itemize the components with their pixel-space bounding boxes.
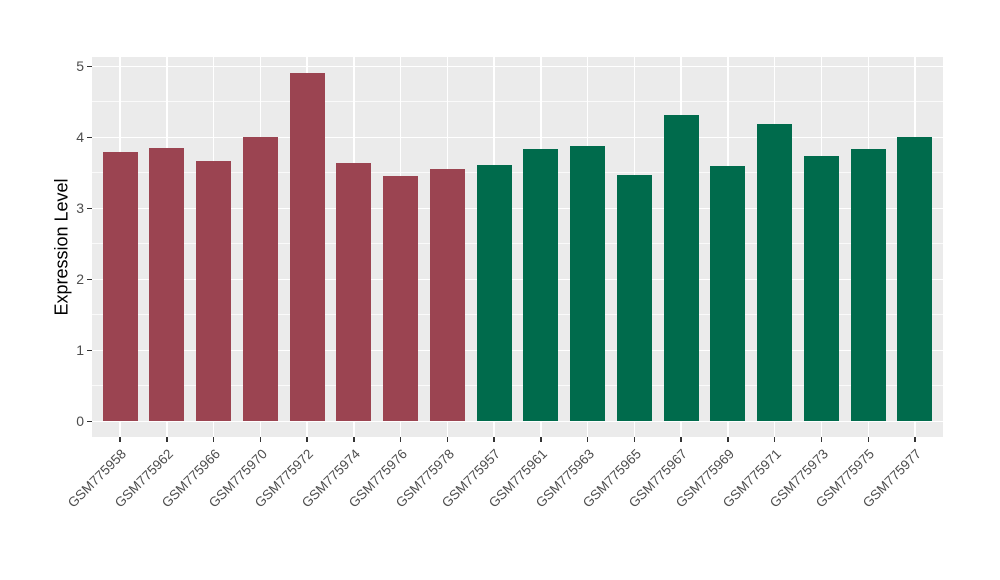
bar-GSM775977 <box>897 137 933 422</box>
bar-GSM775970 <box>242 136 278 422</box>
bar-GSM775973 <box>803 155 839 422</box>
bar-GSM775967 <box>663 115 699 422</box>
y-tick-mark-5 <box>87 65 92 67</box>
bar-GSM775974 <box>336 162 372 422</box>
bar-GSM775966 <box>196 160 232 422</box>
bar-GSM775958 <box>102 151 138 422</box>
x-tick-mark <box>540 437 542 442</box>
minor-gridline-y0.5 <box>92 385 943 387</box>
y-tick-label-5: 5 <box>76 58 84 75</box>
bar-GSM775961 <box>523 149 559 422</box>
x-tick-mark <box>727 437 729 442</box>
minor-gridline-y2.5 <box>92 243 943 245</box>
x-tick-mark <box>119 437 121 442</box>
bar-GSM775963 <box>570 145 606 422</box>
y-axis-title: Expression Level <box>51 178 72 316</box>
y-tick-label-4: 4 <box>76 129 84 146</box>
y-tick-mark-4 <box>87 136 92 138</box>
x-tick-mark <box>446 437 449 442</box>
x-tick-mark <box>166 437 168 442</box>
x-tick-mark <box>633 437 636 442</box>
bar-GSM775975 <box>850 149 886 422</box>
bar-GSM775978 <box>429 168 465 422</box>
bar-GSM775957 <box>476 164 512 422</box>
minor-gridline-y1.5 <box>92 314 943 316</box>
bar-GSM775971 <box>757 123 793 422</box>
y-tick-label-2: 2 <box>76 271 84 288</box>
bar-GSM775965 <box>616 174 652 422</box>
bar-GSM775972 <box>289 73 325 422</box>
bar-GSM775962 <box>149 147 185 422</box>
bar-GSM775969 <box>710 166 746 422</box>
x-tick-mark <box>353 437 355 442</box>
major-gridline-y2 <box>92 278 943 281</box>
major-gridline-y1 <box>92 349 943 352</box>
y-tick-mark-0 <box>87 420 92 422</box>
x-tick-mark <box>773 437 776 442</box>
y-tick-label-1: 1 <box>76 342 84 359</box>
x-tick-mark <box>493 437 495 442</box>
y-tick-mark-3 <box>87 207 92 209</box>
x-tick-mark <box>680 437 682 442</box>
chart-panel <box>92 57 943 437</box>
major-gridline-y3 <box>92 207 943 210</box>
major-gridline-y4 <box>92 136 943 139</box>
x-tick-mark <box>820 437 823 442</box>
major-gridline-y0 <box>92 420 943 423</box>
y-tick-label-3: 3 <box>76 200 84 217</box>
y-tick-label-0: 0 <box>76 413 84 430</box>
x-tick-mark <box>867 437 869 442</box>
y-tick-mark-1 <box>87 349 92 351</box>
x-tick-mark <box>586 437 589 442</box>
minor-gridline-y4.5 <box>92 101 943 103</box>
x-tick-mark <box>212 437 215 442</box>
minor-gridline-y3.5 <box>92 172 943 174</box>
x-tick-mark <box>259 437 262 442</box>
y-tick-mark-2 <box>87 278 92 280</box>
major-gridline-y5 <box>92 65 943 68</box>
x-tick-mark <box>914 437 916 442</box>
x-tick-mark <box>306 437 308 442</box>
x-tick-mark <box>399 437 402 442</box>
bar-GSM775976 <box>383 175 419 422</box>
